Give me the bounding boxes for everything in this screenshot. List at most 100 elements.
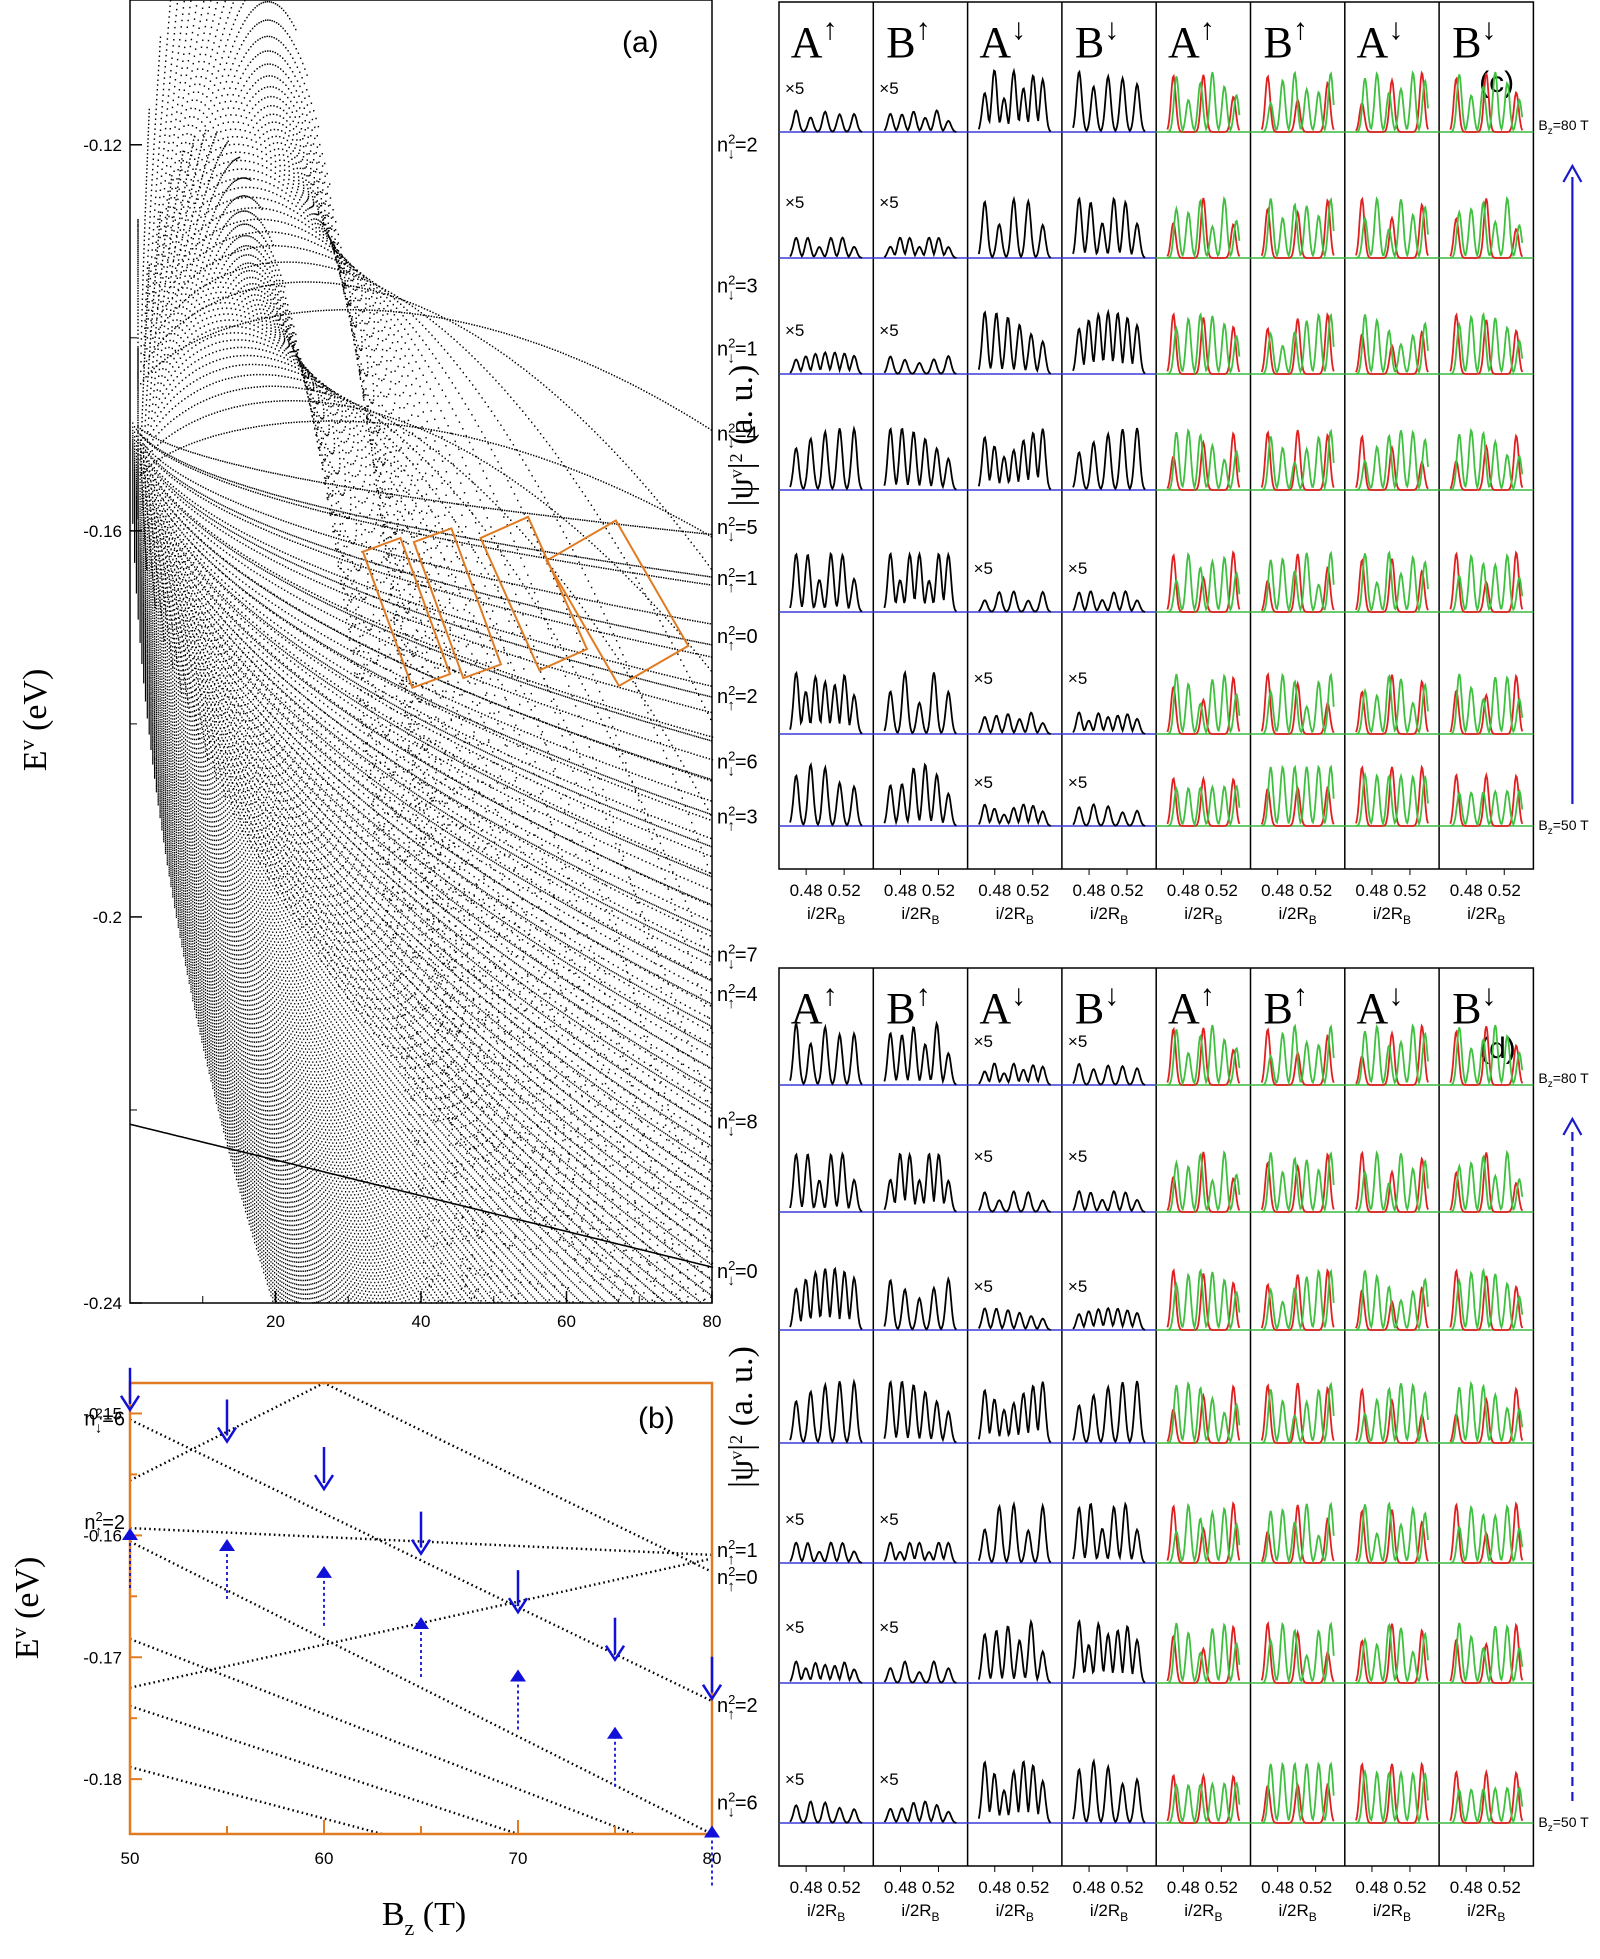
wavefunction-curve xyxy=(789,1021,863,1086)
level-label: n2 ↓=4 xyxy=(717,420,758,451)
spin-down-curve xyxy=(1261,197,1335,259)
x-tick-label: 0.48 xyxy=(884,1878,917,1897)
column-header: A↑ xyxy=(791,979,838,1033)
level-label: n2 ↓=7 xyxy=(717,942,758,973)
spin-down-curve xyxy=(1167,71,1241,133)
wavefunction-curve xyxy=(977,1500,1052,1564)
highlight-box xyxy=(545,519,690,688)
x-tick-label: 40 xyxy=(412,1312,431,1331)
spin-up-curve xyxy=(1260,429,1335,491)
panel-a-frame xyxy=(129,0,713,1304)
wavefunction-curve xyxy=(1072,711,1146,735)
wavefunction-curve xyxy=(977,67,1052,133)
x-axis-label: i/2RB xyxy=(1467,1901,1505,1924)
panel-a-label: (a) xyxy=(622,26,659,59)
magnification-label: ×5 xyxy=(974,1277,993,1296)
spin-down-curve xyxy=(1261,1151,1335,1213)
spin-down-curve xyxy=(1355,673,1429,735)
x-tick-label: 70 xyxy=(509,1849,528,1868)
down-arrow-icon xyxy=(313,1474,335,1492)
x-tick-label: 0.52 xyxy=(1111,1878,1144,1897)
wavefunction-curve xyxy=(1072,1189,1146,1213)
highlight-box xyxy=(412,527,503,680)
x-tick-label: 20 xyxy=(266,1312,285,1331)
spin-down-curve xyxy=(1450,1024,1524,1086)
x-axis-label: i/2RB xyxy=(901,904,939,927)
magnification-label: ×5 xyxy=(785,1618,804,1637)
spin-up-curve xyxy=(1260,312,1335,375)
x-axis-label: i/2RB xyxy=(1467,904,1505,927)
panel-d-y-label: |ψv|2 (a. u.) xyxy=(723,1346,760,1488)
magnification-label: ×5 xyxy=(879,321,898,340)
panel-d-wavefunctions: A↑ B↑ A↓ B↓ A↑ B↑ A↓ B↓(d)×5 ×5×5 ×5×5 ×5×5 ×5×5 ×5×… xyxy=(723,967,1589,1924)
spin-down-curve xyxy=(1355,314,1429,375)
y-tick-label: -0.2 xyxy=(93,908,122,927)
wavefunction-curve xyxy=(789,1266,863,1331)
x-tick-label: 0.48 xyxy=(978,1878,1011,1897)
field-top-label: Bz=80 T xyxy=(1538,1070,1589,1090)
column-header: A↓ xyxy=(979,979,1026,1033)
wavefunction-curve xyxy=(883,669,957,735)
wavefunction-curve xyxy=(883,1541,957,1564)
wavefunction-curve xyxy=(883,550,958,613)
x-tick-label: 0.48 xyxy=(1261,1878,1294,1897)
spin-down-curve xyxy=(1450,1785,1524,1824)
magnification-label: ×5 xyxy=(1068,1277,1087,1296)
level-label: n2 ↓=3 xyxy=(717,273,758,304)
panel-a-y-label: Ev (eV) xyxy=(14,669,54,772)
spin-up-curve xyxy=(1166,1267,1241,1331)
level-label: n2 ↑=2 xyxy=(717,1692,758,1723)
wavefunction-curve xyxy=(789,670,863,735)
spin-up-curve xyxy=(1260,1382,1335,1444)
x-axis-label: i/2RB xyxy=(1184,1901,1222,1924)
wavefunction-curve xyxy=(883,354,957,375)
x-tick-label: 0.52 xyxy=(1488,1878,1521,1897)
level-label: n2 ↓=0 xyxy=(717,1258,758,1289)
wavefunction-curve xyxy=(883,236,957,259)
column-header: A↓ xyxy=(979,13,1026,67)
panel-b-y-label: Ev (eV) xyxy=(6,1557,46,1660)
spin-up-curve xyxy=(1166,1151,1241,1213)
down-arrow-icon xyxy=(410,1538,432,1556)
magnification-label: ×5 xyxy=(785,1510,804,1529)
spin-up-curve xyxy=(1166,550,1241,613)
column-header: A↑ xyxy=(791,13,838,67)
x-tick-label: 0.52 xyxy=(1299,1878,1332,1897)
x-tick-label: 60 xyxy=(315,1849,334,1868)
down-arrow-icon xyxy=(216,1426,238,1444)
magnification-label: ×5 xyxy=(785,193,804,212)
wavefunction-curve xyxy=(883,1151,957,1213)
wavefunction-curve xyxy=(1072,803,1146,827)
level-label: n2 ↑=1 xyxy=(717,1537,758,1568)
spin-down-curve xyxy=(1261,1023,1335,1086)
spin-up-curve xyxy=(1355,1623,1429,1684)
spin-up-curve xyxy=(1355,1150,1429,1213)
up-arrow-icon xyxy=(122,1528,138,1541)
wavefunction-curve xyxy=(789,551,863,613)
spin-up-curve xyxy=(1166,775,1241,827)
spin-down-curve xyxy=(1261,312,1335,375)
x-axis-label: i/2RB xyxy=(1279,1901,1317,1924)
spin-up-curve xyxy=(1355,674,1429,735)
level-label: n2 ↑=3 xyxy=(717,804,758,835)
magnification-label: ×5 xyxy=(1068,1147,1087,1166)
x-tick-label: 50 xyxy=(121,1849,140,1868)
spin-down-curve xyxy=(1167,1268,1241,1331)
spin-down-curve xyxy=(1355,196,1429,259)
spin-up-curve xyxy=(1449,771,1524,827)
spin-down-curve xyxy=(1261,1761,1335,1824)
x-tick-label: 0.48 xyxy=(1450,881,1483,900)
spin-down-curve xyxy=(1355,771,1429,827)
x-tick-label: 0.48 xyxy=(884,881,917,900)
panel-a-chart: -0.12 -0.16 -0.2 -0.24 20 40 60 80 (a) Ev (eV) n2 ↓… xyxy=(14,0,758,1331)
x-tick-label: 0.52 xyxy=(828,1878,861,1897)
spin-up-curve xyxy=(1449,1386,1524,1444)
spin-down-curve xyxy=(1450,788,1524,827)
column-header: A↑ xyxy=(1168,979,1215,1033)
up-arrow-icon xyxy=(607,1726,623,1739)
wavefunction-curve xyxy=(1072,69,1146,133)
level-label: n2 ↓=6 xyxy=(84,1406,125,1437)
spin-down-curve xyxy=(1167,1622,1241,1684)
wavefunction-curve xyxy=(1072,1380,1146,1444)
